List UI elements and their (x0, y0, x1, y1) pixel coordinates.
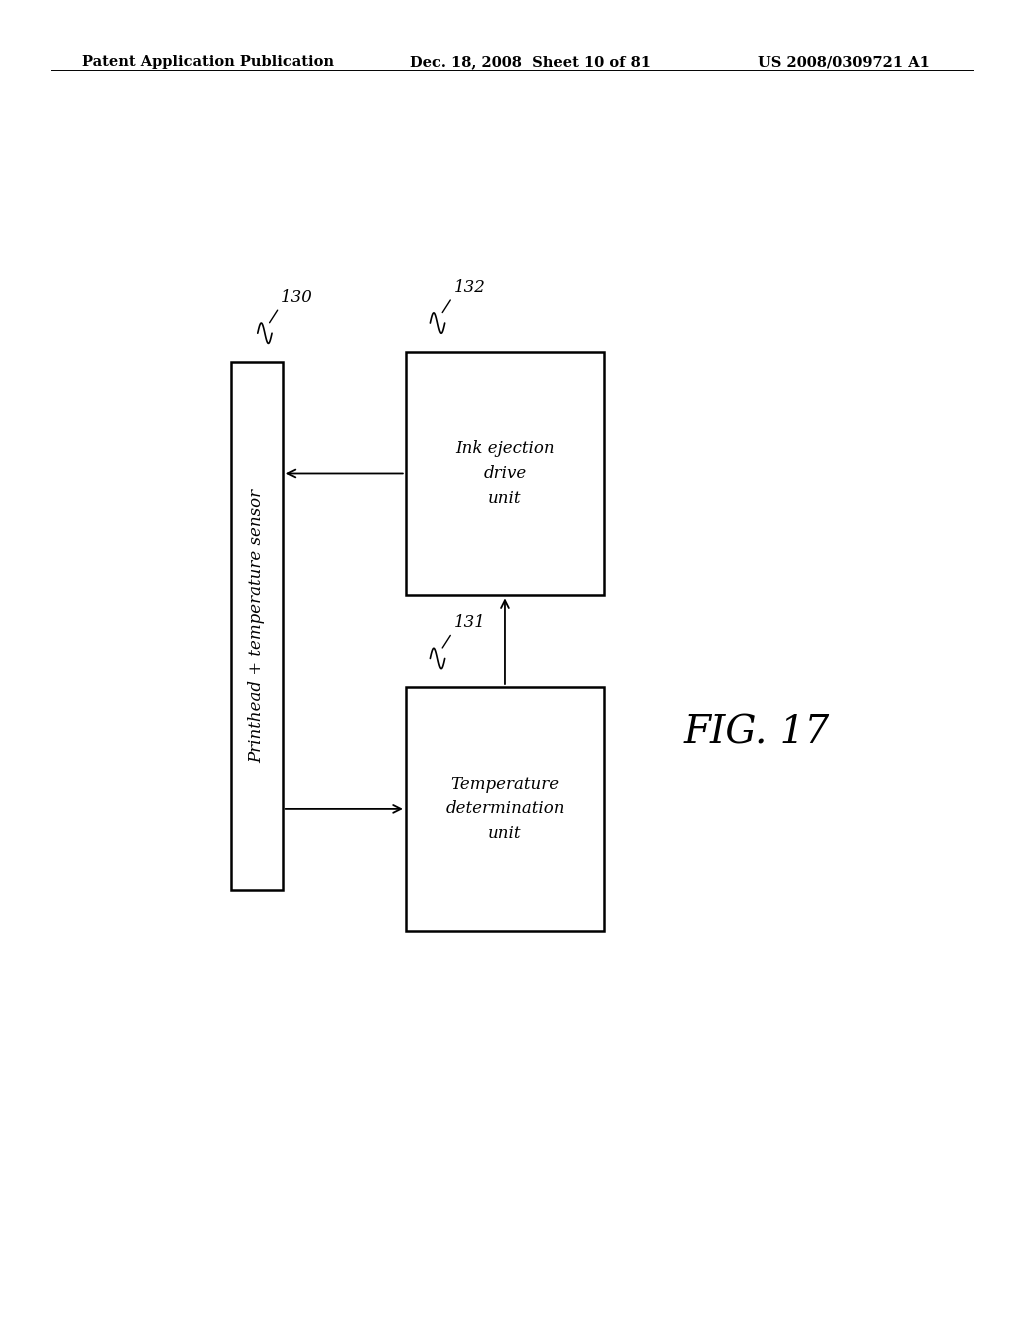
Text: Dec. 18, 2008  Sheet 10 of 81: Dec. 18, 2008 Sheet 10 of 81 (410, 55, 650, 70)
Text: US 2008/0309721 A1: US 2008/0309721 A1 (758, 55, 930, 70)
Bar (406, 686, 604, 931)
Text: 130: 130 (281, 289, 312, 306)
Text: FIG. 17: FIG. 17 (684, 714, 829, 751)
Text: Ink ejection
drive
unit: Ink ejection drive unit (455, 440, 555, 507)
Bar (406, 351, 604, 595)
Text: Temperature
determination
unit: Temperature determination unit (445, 776, 564, 842)
Text: 131: 131 (454, 614, 485, 631)
Text: Printhead + temperature sensor: Printhead + temperature sensor (249, 488, 265, 763)
Bar (231, 362, 283, 890)
Text: Patent Application Publication: Patent Application Publication (82, 55, 334, 70)
Text: 132: 132 (454, 279, 485, 296)
